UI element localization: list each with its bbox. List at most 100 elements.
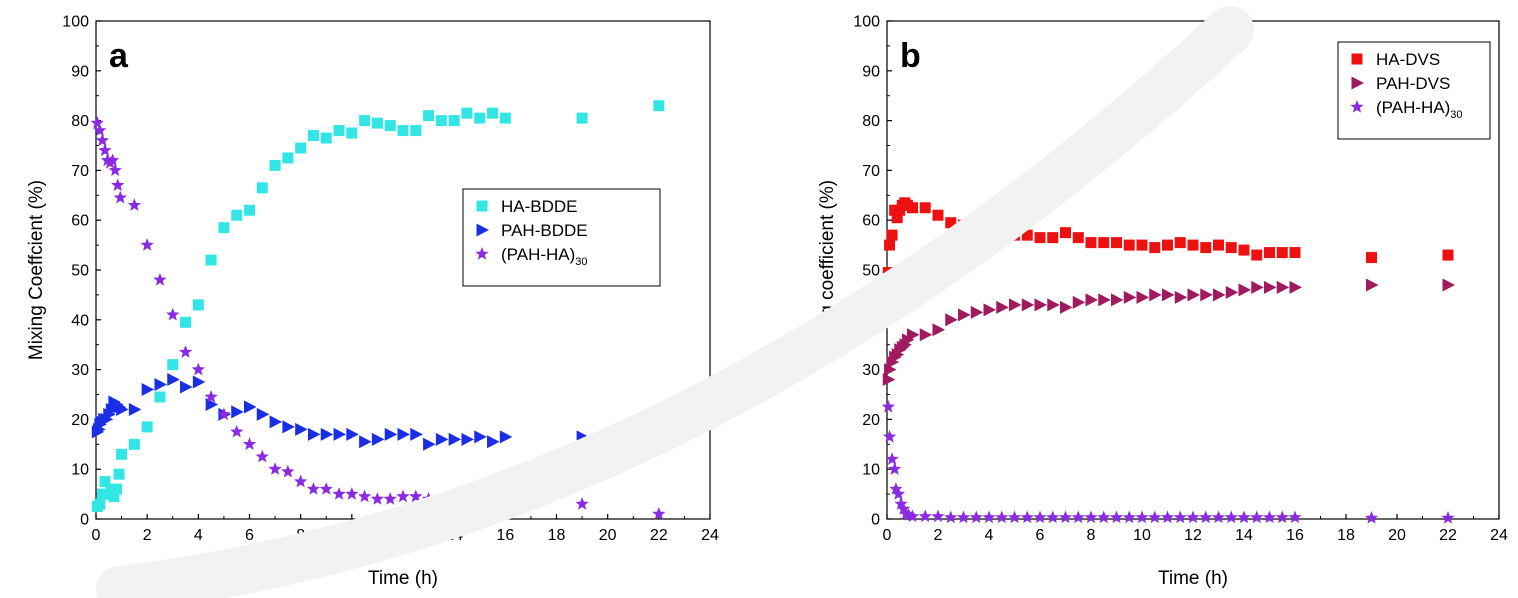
data-point	[346, 427, 359, 441]
data-point	[882, 266, 894, 278]
x-axis-label: Time (h)	[1158, 568, 1228, 589]
y-tick-label: 10	[71, 462, 89, 479]
data-point	[956, 510, 971, 524]
data-point	[945, 313, 958, 327]
data-point	[384, 427, 398, 441]
data-point	[1122, 510, 1136, 524]
data-point	[192, 299, 204, 311]
data-point	[1211, 510, 1226, 524]
y-tick-label: 10	[862, 462, 880, 479]
data-point	[448, 432, 462, 446]
x-tick-label: 2	[934, 527, 943, 544]
series-1-points	[91, 373, 666, 451]
data-point	[396, 489, 410, 503]
panel-letter: a	[109, 37, 129, 75]
data-point	[1047, 298, 1060, 312]
data-point	[346, 127, 358, 139]
data-point	[447, 497, 461, 510]
data-point	[1250, 510, 1264, 524]
data-point	[1238, 283, 1251, 297]
data-point	[434, 494, 449, 508]
y-tick-label: 40	[71, 312, 89, 329]
y-tick-label: 20	[862, 412, 880, 429]
series-0-points	[882, 197, 1454, 278]
legend-label-main: PAH-BDDE	[501, 221, 588, 240]
data-point	[473, 497, 487, 510]
data-point	[370, 492, 385, 505]
data-point	[969, 510, 983, 524]
x-tick-label: 18	[548, 527, 566, 544]
legend-label-main: (PAH-HA)	[501, 245, 575, 264]
data-point	[167, 359, 179, 371]
data-point	[499, 112, 511, 124]
data-point	[995, 510, 1009, 524]
chart-panel-a: 0 2 4 6 8 10 12 14 16 18 20 22 24 0 10 20 30 40 50 60 70 80 90…	[26, 14, 719, 590]
data-point	[1021, 229, 1033, 241]
x-tick-label: 20	[599, 527, 617, 544]
data-point	[231, 209, 243, 221]
data-point	[242, 437, 257, 450]
data-point	[1174, 237, 1186, 249]
data-point	[1186, 510, 1200, 524]
chart-panel-b: 0 2 4 6 8 10 12 14 16 18 20 22 24 0 10 20 30 40 50 60 70 80 90…	[759, 0, 1518, 598]
data-point	[268, 462, 282, 475]
data-point	[1366, 252, 1377, 264]
data-point	[576, 112, 588, 124]
data-point	[1200, 288, 1213, 302]
data-point	[384, 120, 396, 132]
data-point	[371, 432, 385, 446]
data-point	[409, 489, 423, 503]
legend: HA-DVS PAH-DVS (PAH-HA)30	[1337, 41, 1491, 140]
data-point	[154, 378, 167, 392]
data-point	[1200, 242, 1212, 254]
data-point	[357, 489, 372, 503]
data-point	[140, 238, 154, 251]
x-tick-label: 12	[1184, 527, 1202, 544]
data-point	[113, 468, 125, 480]
data-point	[498, 497, 512, 510]
legend-marker	[476, 200, 488, 212]
data-point	[982, 510, 996, 524]
data-point	[1046, 510, 1060, 524]
y-tick-label: 90	[862, 63, 880, 80]
data-point	[153, 272, 167, 286]
x-tick-label: 6	[1036, 527, 1045, 544]
data-point	[180, 316, 192, 328]
x-tick-label: 16	[1286, 527, 1304, 544]
data-point	[887, 462, 902, 475]
data-point	[244, 400, 257, 414]
x-tick-label: 16	[496, 527, 514, 544]
x-tick-label: 20	[1388, 527, 1406, 544]
data-point	[255, 449, 269, 463]
data-point	[110, 483, 122, 495]
data-point	[1071, 510, 1085, 524]
data-point	[256, 407, 270, 421]
data-point	[907, 202, 918, 214]
data-point	[485, 497, 500, 510]
data-point	[1173, 510, 1187, 524]
data-point	[653, 432, 666, 446]
x-tick-label: 8	[1087, 527, 1096, 544]
data-point	[307, 130, 319, 142]
data-point	[1060, 300, 1073, 314]
y-axis-label: Mixing coefficient (%)	[817, 180, 838, 360]
y-tick-label: 30	[71, 362, 89, 379]
legend-label: PAH-BDDE	[501, 221, 588, 240]
data-point	[98, 143, 112, 157]
data-point	[205, 254, 217, 266]
legend-box	[1337, 41, 1491, 140]
legend-label: HA-DVS	[1376, 50, 1440, 69]
chart-a-svg: 0 2 4 6 8 10 12 14 16 18 20 22 240102030405060708090…	[26, 14, 719, 590]
data-point	[397, 427, 410, 441]
data-point	[1187, 239, 1199, 251]
data-point	[178, 345, 193, 358]
data-point	[1136, 290, 1149, 304]
data-point	[1262, 510, 1277, 524]
data-point	[295, 142, 307, 154]
data-point	[983, 227, 995, 239]
data-point	[996, 300, 1009, 314]
data-point	[499, 430, 513, 444]
data-point	[1264, 247, 1275, 259]
data-point	[371, 117, 383, 129]
data-point	[320, 427, 334, 441]
